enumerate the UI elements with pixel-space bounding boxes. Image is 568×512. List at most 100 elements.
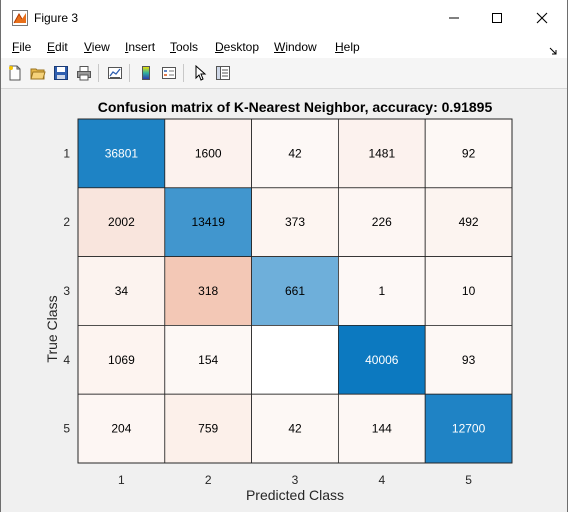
menu-view[interactable]: View — [84, 40, 110, 54]
matrix-cell — [424, 118, 513, 189]
cell-value: 492 — [459, 215, 479, 229]
matrix-cell — [424, 256, 513, 326]
matrix-cell — [77, 187, 166, 258]
menu-edit[interactable]: Edit — [47, 40, 68, 54]
insert-legend-icon — [162, 67, 176, 79]
confusion-matrix-chart: Confusion matrix of K-Nearest Neighbor, … — [44, 99, 513, 503]
maximize-button[interactable] — [474, 0, 520, 36]
menu-help[interactable]: Help — [335, 40, 360, 54]
print-icon — [77, 66, 91, 81]
title-bar[interactable]: Figure 3 — [1, 0, 567, 36]
dock-arrow-icon[interactable] — [549, 42, 557, 60]
matrix-cell — [424, 393, 513, 464]
edit-plot-button[interactable] — [190, 63, 210, 83]
minimize-button[interactable] — [431, 0, 477, 36]
insert-legend-button[interactable] — [159, 63, 179, 83]
close-button[interactable] — [519, 0, 565, 36]
x-tick-label: 3 — [292, 473, 299, 487]
x-tick-label: 4 — [378, 473, 385, 487]
close-icon — [536, 12, 548, 24]
cell-value: 759 — [198, 422, 218, 436]
matrix-cell — [251, 118, 339, 189]
cell-value: 154 — [198, 353, 218, 367]
cell-value: 34 — [115, 284, 129, 298]
cell-value: 373 — [285, 215, 305, 229]
matrix-cell — [337, 187, 426, 258]
new-figure-button[interactable] — [5, 63, 25, 83]
link-plot-icon — [108, 67, 122, 79]
toolbar-separator — [183, 64, 184, 82]
y-tick-label: 2 — [63, 215, 70, 229]
matrix-cell — [77, 256, 166, 326]
cell-value: 12700 — [452, 422, 486, 436]
figure-canvas: Confusion matrix of K-Nearest Neighbor, … — [1, 89, 567, 512]
x-tick-label: 1 — [118, 473, 125, 487]
cell-value: 42 — [288, 146, 302, 160]
menu-insert[interactable]: Insert — [125, 40, 156, 54]
matrix-cell — [77, 324, 166, 395]
cell-value: 40006 — [365, 353, 399, 367]
cell-value: 93 — [462, 353, 476, 367]
y-tick-label: 3 — [63, 284, 70, 298]
cell-value: 42 — [288, 422, 302, 436]
figure-toolbar — [1, 58, 567, 89]
cell-value: 1 — [378, 284, 385, 298]
print-button[interactable] — [74, 63, 94, 83]
toolbar-separator — [98, 64, 99, 82]
matrix-cell — [251, 393, 339, 464]
matrix-cell — [251, 256, 339, 326]
save-button[interactable] — [51, 63, 71, 83]
maximize-icon — [492, 13, 502, 23]
menu-desktop[interactable]: Desktop — [215, 40, 260, 54]
matrix-cell — [424, 324, 513, 395]
open-file-button[interactable] — [28, 63, 48, 83]
cell-value: 10 — [462, 284, 476, 298]
menu-file[interactable]: File — [12, 40, 32, 54]
y-tick-label: 1 — [63, 146, 70, 160]
menu-bar: File Edit View Insert Tools Desktop Wind… — [1, 36, 567, 58]
cell-value: 1069 — [108, 353, 135, 367]
cell-value: 226 — [372, 215, 392, 229]
property-inspector-button[interactable] — [213, 63, 233, 83]
cell-value: 2002 — [108, 215, 135, 229]
property-inspector-icon — [216, 66, 230, 80]
matrix-border — [77, 118, 513, 464]
matrix-cell — [337, 324, 426, 395]
cell-value: 144 — [372, 422, 392, 436]
x-tick-label: 2 — [205, 473, 212, 487]
save-icon — [54, 66, 68, 80]
matrix-cell — [424, 187, 513, 258]
link-plot-button[interactable] — [105, 63, 125, 83]
menu-tools[interactable]: Tools — [170, 40, 199, 54]
matrix-cell — [77, 393, 166, 464]
matlab-figure-icon — [12, 10, 28, 26]
edit-plot-icon — [195, 65, 207, 81]
matrix-cell — [164, 256, 253, 326]
x-tick-label: 5 — [465, 473, 472, 487]
x-axis-label: Predicted Class — [246, 487, 344, 503]
y-tick-label: 5 — [63, 422, 70, 436]
new-figure-icon — [9, 65, 21, 81]
cell-value: 13419 — [192, 215, 226, 229]
cell-value: 1600 — [195, 146, 222, 160]
cell-value: 661 — [285, 284, 305, 298]
cell-value: 204 — [111, 422, 131, 436]
matrix-cell — [337, 256, 426, 326]
y-axis-label: True Class — [44, 295, 60, 362]
window-title: Figure 3 — [34, 11, 79, 25]
y-tick-label: 4 — [63, 353, 70, 367]
matrix-cell — [164, 393, 253, 464]
minimize-icon — [449, 17, 459, 19]
open-file-icon — [30, 68, 46, 80]
matrix-cell — [164, 187, 253, 258]
cell-value: 318 — [198, 284, 218, 298]
toolbar-separator — [129, 64, 130, 82]
matrix-cell — [164, 324, 253, 395]
menu-window[interactable]: Window — [274, 40, 317, 54]
cell-value: 92 — [462, 146, 476, 160]
matrix-cell — [251, 324, 339, 395]
cell-value: 36801 — [105, 146, 139, 160]
insert-colorbar-icon — [142, 66, 150, 80]
insert-colorbar-button[interactable] — [136, 63, 156, 83]
